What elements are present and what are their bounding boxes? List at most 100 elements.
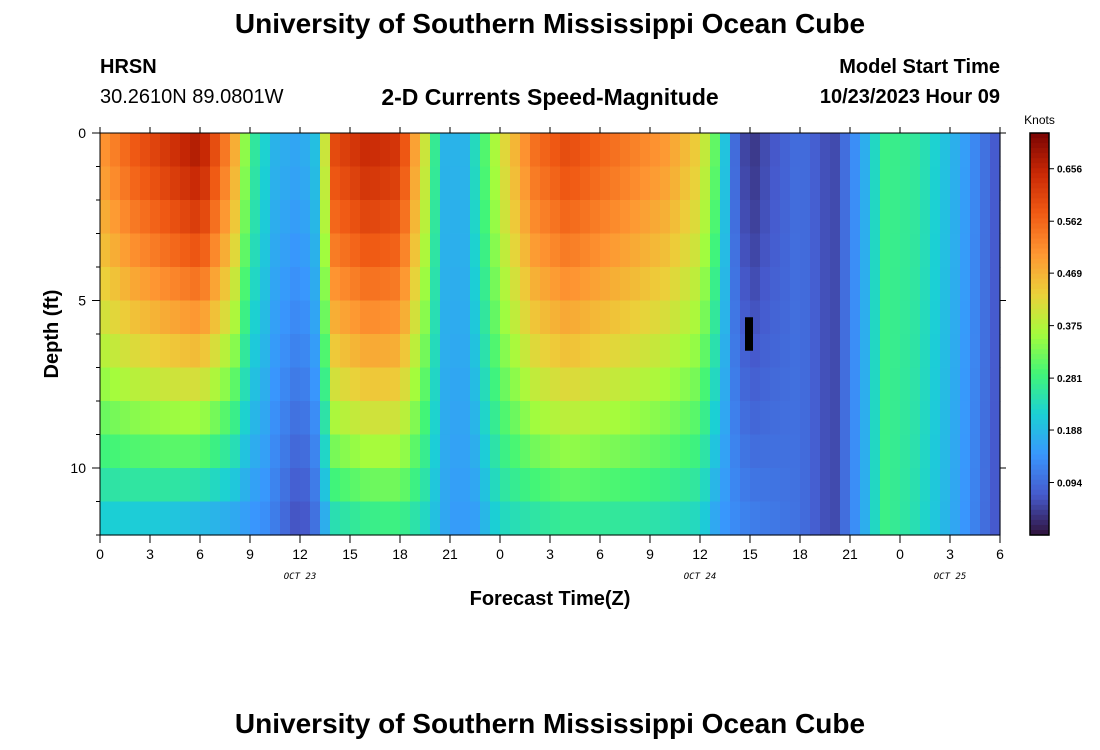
heatmap-cell (310, 334, 321, 369)
heatmap-cell (130, 233, 141, 268)
heatmap-cell (470, 166, 481, 201)
heatmap-cell (210, 133, 221, 168)
heatmap-cell (590, 401, 601, 436)
heatmap-cell (140, 434, 151, 469)
heatmap-cell (340, 468, 351, 503)
heatmap-cell (190, 401, 201, 436)
heatmap-cell (540, 200, 551, 235)
heatmap-cell (950, 468, 961, 503)
colorbar-segment (1030, 354, 1049, 360)
heatmap-cell (720, 501, 731, 536)
heatmap-cell (980, 300, 991, 335)
heatmap-cell (770, 434, 781, 469)
heatmap-cell (740, 233, 751, 268)
heatmap-cell (100, 468, 111, 503)
heatmap-cell (220, 334, 231, 369)
heatmap-cell (410, 434, 421, 469)
heatmap-cell (890, 401, 901, 436)
heatmap-cell (970, 233, 981, 268)
heatmap-cell (640, 200, 651, 235)
heatmap-cell (640, 468, 651, 503)
heatmap-cell (460, 300, 471, 335)
heatmap-cell (670, 401, 681, 436)
heatmap-cell (920, 501, 931, 536)
heatmap-cell (140, 501, 151, 536)
heatmap-cell (400, 401, 411, 436)
heatmap-cell (860, 233, 871, 268)
heatmap-cell (710, 133, 721, 168)
heatmap-cell (560, 367, 571, 402)
heatmap-cell (610, 401, 621, 436)
heatmap-cell (300, 200, 311, 235)
heatmap-cell (170, 468, 181, 503)
heatmap-cell (910, 233, 921, 268)
heatmap-cell (660, 501, 671, 536)
x-tick-label: 0 (96, 546, 104, 562)
heatmap-cell (160, 166, 171, 201)
heatmap-cell (950, 300, 961, 335)
date-label: OCT 24 (684, 572, 717, 582)
heatmap-cell (600, 166, 611, 201)
heatmap-cell (250, 468, 261, 503)
heatmap-cell (720, 401, 731, 436)
heatmap-cell (910, 267, 921, 302)
heatmap-cell (320, 233, 331, 268)
heatmap-cell (480, 401, 491, 436)
heatmap-cell (820, 501, 831, 536)
heatmap-cell (990, 334, 1001, 369)
colorbar-segment (1030, 143, 1049, 149)
heatmap-cell (470, 468, 481, 503)
heatmap-cell (240, 233, 251, 268)
colorbar-segment (1030, 228, 1049, 235)
heatmap-cell (840, 468, 851, 503)
heatmap-cell (440, 200, 451, 235)
heatmap-cell (410, 300, 421, 335)
heatmap-cell (170, 434, 181, 469)
heatmap-cell (980, 501, 991, 536)
heatmap-cell (330, 401, 341, 436)
heatmap-cell (190, 334, 201, 369)
heatmap-cell (810, 233, 821, 268)
heatmap-cell (270, 233, 281, 268)
colorbar-segment (1030, 308, 1049, 315)
heatmap-cell (910, 200, 921, 235)
heatmap-cell (390, 334, 401, 369)
heatmap-cell (800, 233, 811, 268)
heatmap-cell (450, 233, 461, 268)
heatmap-cell (260, 501, 271, 536)
heatmap-cell (290, 300, 301, 335)
heatmap-cell (970, 401, 981, 436)
heatmap-cell (960, 501, 971, 536)
heatmap-cell (410, 468, 421, 503)
heatmap-cell (240, 166, 251, 201)
heatmap-cell (270, 133, 281, 168)
heatmap-cell (770, 334, 781, 369)
heatmap-cell (580, 401, 591, 436)
heatmap-cell (530, 501, 541, 536)
heatmap-cell (370, 501, 381, 536)
heatmap-cell (560, 468, 571, 503)
heatmap-cell (780, 267, 791, 302)
heatmap-cell (130, 434, 141, 469)
heatmap-cell (970, 300, 981, 335)
heatmap-cell (280, 300, 291, 335)
heatmap-cell (450, 334, 461, 369)
heatmap-cell (240, 267, 251, 302)
heatmap-cell (930, 200, 941, 235)
heatmap-cell (180, 367, 191, 402)
heatmap-cell (640, 300, 651, 335)
heatmap-cell (500, 334, 511, 369)
heatmap-cell (550, 200, 561, 235)
heatmap-cell (470, 334, 481, 369)
footer-title: University of Southern Mississippi Ocean… (234, 708, 866, 739)
heatmap-cell (620, 200, 631, 235)
heatmap-cell (880, 166, 891, 201)
heatmap-cell (810, 501, 821, 536)
heatmap-cell (740, 166, 751, 201)
heatmap-cell (690, 200, 701, 235)
heatmap-cell (540, 367, 551, 402)
heatmap-cell (650, 468, 661, 503)
heatmap-cell (630, 401, 641, 436)
heatmap-cell (740, 334, 751, 369)
colorbar-segment (1030, 303, 1049, 310)
